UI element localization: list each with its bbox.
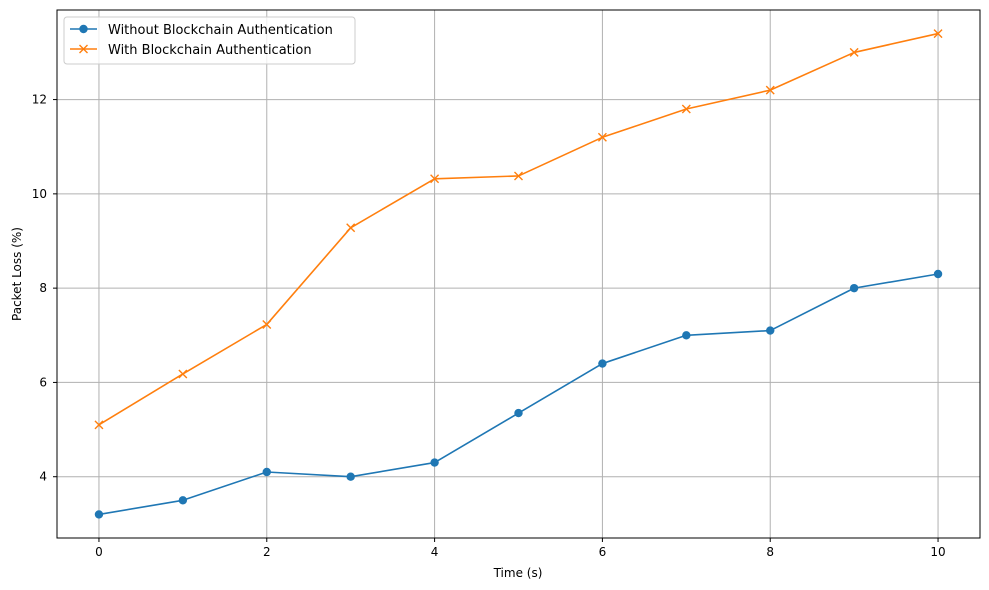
x-axis-label: Time (s) (493, 566, 543, 580)
x-tick-label: 6 (599, 545, 607, 559)
legend-item: Without Blockchain Authentication (70, 23, 333, 38)
axis-ticks: 0 2 4 6 8 10 4 6 8 10 12 (32, 93, 946, 559)
x-tick-label: 4 (431, 545, 439, 559)
x-tick-label: 10 (930, 545, 945, 559)
legend-label: Without Blockchain Authentication (108, 23, 333, 38)
y-tick-label: 10 (32, 187, 47, 201)
x-tick-label: 8 (766, 545, 774, 559)
y-tick-label: 8 (39, 281, 47, 295)
data-point (681, 104, 691, 114)
legend-item: With Blockchain Authentication (70, 43, 312, 58)
data-point (430, 458, 439, 467)
data-point (262, 467, 271, 477)
x-tick-label: 2 (263, 545, 271, 559)
data-point (346, 472, 355, 481)
data-point (178, 496, 188, 505)
series-1 (94, 269, 943, 519)
series-2 (94, 29, 943, 430)
data-point (262, 319, 272, 329)
data-point (514, 408, 523, 418)
y-tick-label: 6 (39, 375, 47, 389)
data-point (346, 223, 356, 233)
data-point (933, 29, 943, 39)
data-point (514, 171, 523, 181)
data-point (933, 269, 943, 279)
legend-box (63, 16, 356, 65)
legend-marker (79, 24, 88, 34)
legend-label: With Blockchain Authentication (108, 43, 312, 58)
data-point (765, 85, 775, 95)
y-axis-label: Packet Loss (%) (10, 227, 24, 321)
data-point (682, 331, 691, 340)
legend-marker (79, 44, 88, 54)
data-point (598, 359, 607, 368)
data-point (94, 510, 104, 519)
data-point (849, 47, 859, 57)
data-point (178, 369, 188, 379)
data-point (94, 420, 104, 430)
legend: Without Blockchain Authentication With Bl… (63, 16, 356, 65)
data-point (597, 132, 607, 142)
y-tick-label: 4 (39, 470, 47, 484)
data-point (849, 283, 859, 293)
data-point (430, 174, 440, 184)
data-point (766, 326, 775, 335)
series-layer (94, 29, 943, 519)
plot-frame (56, 9, 981, 539)
y-tick-label: 12 (32, 93, 47, 107)
x-tick-label: 0 (95, 545, 103, 559)
grid-lines (57, 10, 980, 538)
